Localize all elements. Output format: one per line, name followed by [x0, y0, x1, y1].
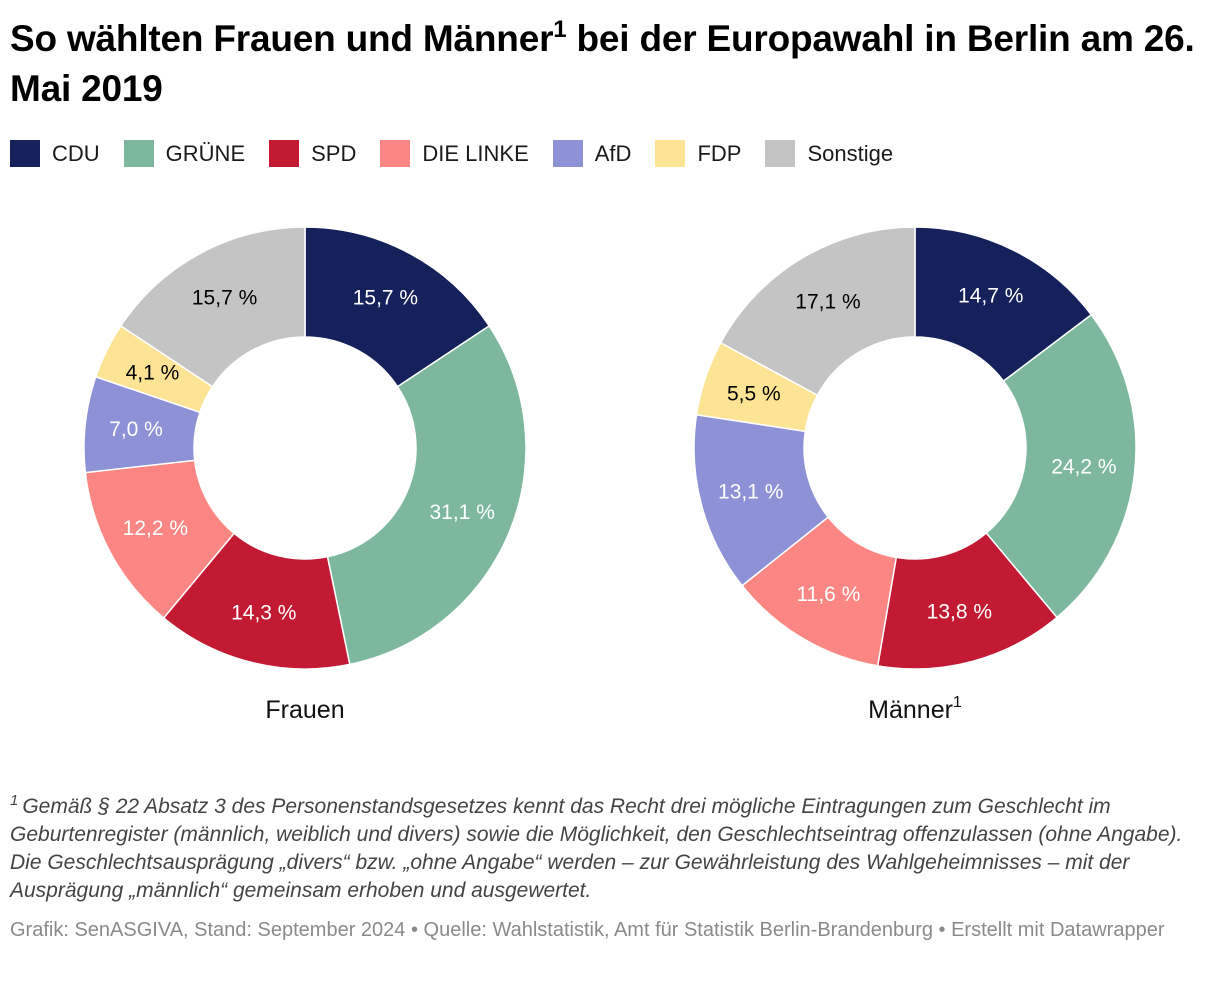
credits: Grafik: SenASGIVA, Stand: September 2024…	[10, 919, 1165, 941]
legend: CDU GRÜNE SPD DIE LINKE AfD FDP Sonstige	[10, 140, 917, 167]
legend-label: Sonstige	[807, 140, 894, 166]
donut-frauen-title: Frauen	[265, 696, 344, 724]
legend-swatch	[552, 140, 583, 167]
footnote: 1 Gemäß § 22 Absatz 3 des Personenstandsg…	[10, 793, 1210, 905]
title-main: So wählten Frauen und Männer	[10, 18, 554, 59]
legend-item-afd: AfD	[552, 140, 632, 167]
donut-frauen-label-die-linke: 12,2 %	[123, 517, 188, 540]
footnote-marker: 1	[10, 792, 19, 809]
donut-frauen-label-fdp: 4,1 %	[126, 362, 180, 385]
donut-maenner-slice-cdu	[914, 226, 1093, 383]
donut-maenner-label-afd: 13,1 %	[718, 480, 783, 503]
donut-frauen-label-sonstige: 15,7 %	[192, 287, 257, 310]
legend-swatch	[10, 140, 40, 167]
legend-label: AfD	[594, 140, 632, 166]
chart-title: So wählten Frauen und Männer1 bei der Eu…	[10, 14, 1210, 114]
donut-maenner-label-sonstige: 17,1 %	[795, 290, 860, 313]
donut-frauen-label-afd: 7,0 %	[109, 418, 163, 441]
footnote-text: Gemäß § 22 Absatz 3 des Personenstandsge…	[10, 795, 1183, 902]
legend-item-spd: SPD	[269, 140, 356, 167]
legend-label: SPD	[311, 140, 357, 166]
donut-maenner-label-cdu: 14,7 %	[958, 284, 1023, 307]
legend-item-cdu: CDU	[10, 140, 100, 167]
legend-swatch	[380, 140, 411, 167]
donut-charts: 15,7 % 31,1 % 14,3 % 12,2 % 7,0 % 4,1 % 15,7 %…	[83, 226, 1137, 724]
donut-frauen-slice-spd	[162, 532, 351, 670]
legend-swatch	[765, 140, 796, 167]
legend-label: DIE LINKE	[422, 140, 529, 166]
legend-swatch	[655, 140, 686, 167]
donut-frauen-slice-sonstige	[119, 226, 306, 388]
donut-maenner-title: Männer1	[868, 694, 962, 724]
legend-label: CDU	[52, 140, 100, 166]
title-footnote-marker: 1	[553, 16, 567, 43]
donut-frauen-label-gruene: 31,1 %	[429, 501, 494, 524]
donut-frauen-slice-cdu	[304, 226, 491, 388]
legend-label: GRÜNE	[165, 140, 246, 166]
legend-item-fdp: FDP	[655, 140, 741, 167]
donut-maenner-label-die-linke: 11,6 %	[797, 583, 861, 606]
donut-maenner-label-spd: 13,8 %	[927, 601, 992, 624]
donut-frauen-slice-gruene	[326, 324, 527, 666]
donut-frauen-label-spd: 14,3 %	[231, 601, 296, 624]
legend-item-gruene: GRÜNE	[123, 140, 246, 167]
donut-maenner-slice-spd	[876, 532, 1058, 670]
title-rest: bei der Europawahl in Berlin am 26. Mai …	[10, 18, 1195, 109]
legend-swatch	[123, 140, 154, 167]
donut-maenner-label-gruene: 24,2 %	[1051, 456, 1116, 479]
donut-maenner-label-fdp: 5,5 %	[727, 382, 781, 405]
donut-maenner-slice-sonstige	[719, 226, 916, 397]
legend-item-sonstige: Sonstige	[765, 140, 893, 167]
donut-frauen-label-cdu: 15,7 %	[353, 287, 418, 310]
legend-label: FDP	[697, 140, 742, 166]
donut-maenner-slice-gruene	[985, 313, 1137, 619]
legend-swatch	[269, 140, 300, 167]
legend-item-linke: DIE LINKE	[380, 140, 529, 167]
